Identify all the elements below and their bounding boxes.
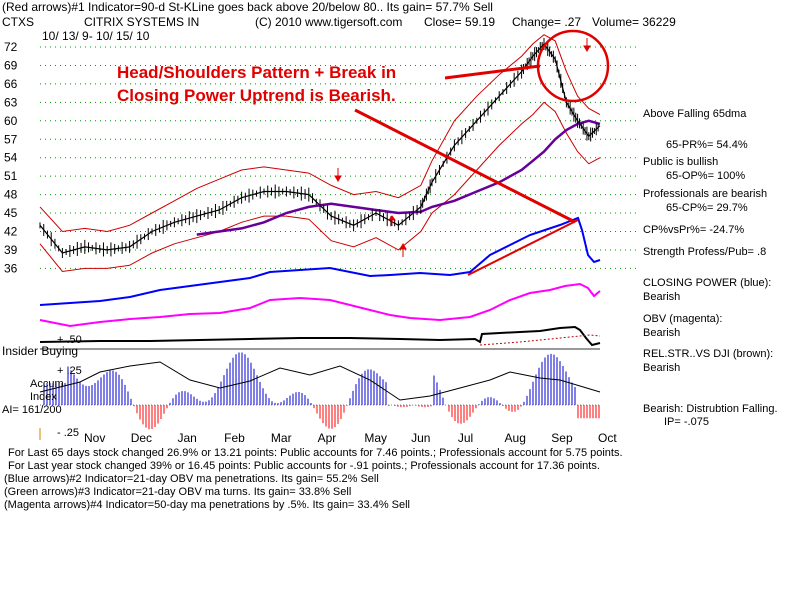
series-lower-band (39, 101, 601, 273)
public-status: Public is bullish (643, 156, 718, 168)
y-tick-label: 69 (4, 58, 18, 72)
rel-strength-ma (479, 334, 601, 346)
date-range: 10/ 13/ 9- 10/ 15/ 10 (42, 29, 150, 43)
red-arrow-marker (388, 215, 396, 226)
accum-label: Accum (30, 378, 64, 390)
x-tick-label: Jun (411, 431, 430, 445)
rel-strength-title: REL.STR..VS DJI (brown): (643, 348, 773, 360)
y-axis: 72 69 66 63 60 57 54 51 48 45 42 39 36 (4, 40, 18, 275)
y-tick-label: 57 (4, 132, 18, 146)
strength-profess-pub: Strength Profess/Pub= .8 (643, 246, 766, 258)
x-tick-label: Jul (458, 431, 473, 445)
cp-vs-pr: CP%vsPr%= -24.7% (643, 224, 744, 236)
rel-strength-line (39, 325, 601, 347)
insider-plus50-label: + .50 (57, 334, 82, 346)
x-tick-label: Mar (271, 431, 292, 445)
y-tick-label: 48 (4, 188, 18, 202)
x-tick-label: Aug (505, 431, 526, 445)
y-tick-label: 54 (4, 151, 18, 165)
op-65-percent: 65-OP%= 100% (666, 170, 745, 182)
series-upper-band (39, 34, 601, 233)
y-tick-label: 66 (4, 77, 18, 91)
footer-green-arrows: (Green arrows)#3 Indicator=21-day OBV ma… (4, 486, 351, 498)
price-grid (40, 46, 640, 269)
accum-plus25-label: + .25 (57, 365, 82, 377)
x-axis-months: Nov Dec Jan Feb Mar Apr May Jun Jul Aug Sep Oct (84, 431, 617, 445)
y-tick-label: 72 (4, 40, 18, 54)
red-arrow-marker (334, 168, 342, 182)
y-tick-label: 60 (4, 114, 18, 128)
rel-strength-value: Bearish (643, 362, 680, 374)
accum-minus25-label: - .25 (57, 427, 79, 439)
footer-65-days: For Last 65 days stock changed 26.9% or … (8, 447, 623, 459)
y-tick-label: 36 (4, 261, 18, 275)
annotation-line-2: Closing Power Uptrend is Bearish. (117, 86, 396, 105)
close-price: Close= 59.19 (424, 15, 495, 29)
above-falling-65dma: Above Falling 65dma (643, 108, 747, 120)
y-tick-label: 42 (4, 225, 18, 239)
obv-title: OBV (magenta): (643, 313, 722, 325)
obv-line (39, 282, 601, 328)
closing-power-uptrend-line (467, 219, 579, 276)
red-arrow-marker (399, 243, 407, 257)
x-tick-label: Apr (318, 431, 337, 445)
x-tick-label: Oct (598, 431, 617, 445)
x-tick-label: Sep (551, 431, 573, 445)
y-tick-label: 39 (4, 243, 18, 257)
footer-magenta-arrows: (Magenta arrows)#4 Indicator=50-day ma p… (4, 499, 410, 511)
company-name: CITRIX SYSTEMS IN (84, 15, 199, 29)
change-value: Change= .27 (512, 15, 581, 29)
volume-value: Volume= 36229 (592, 15, 676, 29)
x-tick-label: Feb (224, 431, 245, 445)
indicator-1-title: (Red arrows)#1 Indicator=90-d St-KLine g… (2, 0, 493, 14)
copyright: (C) 2010 www.tigersoft.com (255, 15, 402, 29)
y-tick-label: 63 (4, 95, 18, 109)
closing-power-value: Bearish (643, 291, 680, 303)
ip-value: IP= -.075 (664, 416, 709, 428)
insider-buying-label: Insider Buying (2, 344, 78, 358)
obv-value: Bearish (643, 327, 680, 339)
professionals-status: Professionals are bearish (643, 188, 767, 200)
pr-65-percent: 65-PR%= 54.4% (666, 139, 748, 151)
ticker-symbol: CTXS (2, 15, 34, 29)
x-tick-label: May (364, 431, 387, 445)
x-tick-label: Jan (177, 431, 196, 445)
annotation-line-1: Head/Shoulders Pattern + Break in (117, 63, 396, 82)
footer-blue-arrows: (Blue arrows)#2 Indicator=21-day OBV ma … (4, 473, 379, 485)
head-shoulders-circle (536, 29, 610, 103)
index-label: Index (30, 391, 57, 403)
annotation-pointer-diag (354, 108, 576, 224)
distribution-status: Bearish: Distrubtion Falling. (643, 403, 778, 415)
price-series-group (39, 34, 601, 273)
series-65dma (196, 119, 601, 236)
accum-index-bars (43, 352, 600, 430)
cp-65-percent: 65-CP%= 29.7% (666, 202, 748, 214)
annotation-pointer-top (444, 64, 541, 80)
red-arrow-marker (583, 38, 591, 52)
closing-power-title: CLOSING POWER (blue): (643, 277, 771, 289)
y-tick-label: 45 (4, 206, 18, 220)
ai-value: AI= 161/200 (2, 404, 62, 416)
accum-index-smooth (39, 361, 601, 401)
footer-last-year: For Last year stock changed 39% or 16.45… (8, 460, 600, 472)
x-tick-label: Nov (84, 431, 105, 445)
x-tick-label: Dec (131, 431, 152, 445)
y-tick-label: 51 (4, 169, 18, 183)
